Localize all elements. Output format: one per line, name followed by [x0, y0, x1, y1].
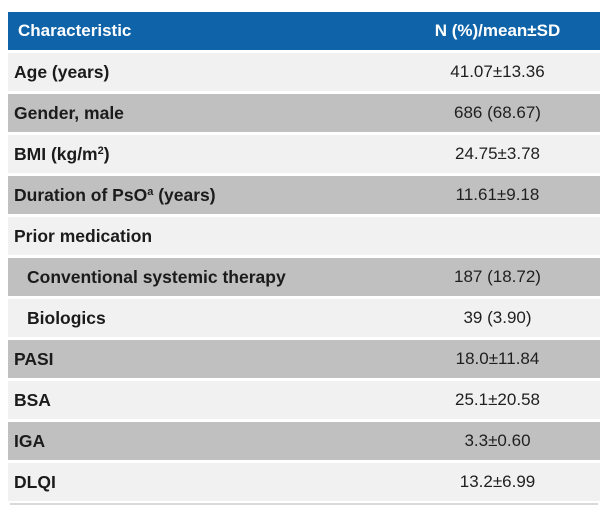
row-label-text: PASI [14, 348, 54, 369]
row-label-text-after: (years) [153, 184, 216, 205]
row-label-text: Biologics [27, 307, 106, 328]
row-value: 41.07±13.36 [450, 62, 545, 81]
table-row-prior-medication: Prior medication [8, 217, 600, 255]
table-row-conventional-systemic-therapy: Conventional systemic therapy 187 (18.72… [8, 258, 600, 296]
row-label: Age (years) [8, 62, 395, 83]
row-value: 686 (68.67) [454, 103, 541, 122]
row-label-text: Prior medication [14, 225, 153, 246]
row-value: 3.3±0.60 [464, 431, 531, 450]
row-value: 187 (18.72) [454, 267, 541, 286]
row-label: Conventional systemic therapy [8, 267, 395, 288]
table-row-dlqi: DLQI 13.2±6.99 [8, 463, 600, 501]
row-label-text: Gender, male [14, 102, 124, 123]
row-label-text: IGA [14, 430, 46, 451]
table-row-biologics: Biologics 39 (3.90) [8, 299, 600, 337]
row-label: Gender, male [8, 103, 395, 124]
row-label: Duration of PsOa (years) [8, 185, 395, 206]
row-label-text: Duration of PsO [14, 184, 148, 205]
table-row-gender: Gender, male 686 (68.67) [8, 94, 600, 132]
row-label: IGA [8, 431, 395, 452]
table-row-bmi: BMI (kg/m2) 24.75±3.78 [8, 135, 600, 173]
row-label-text: BSA [14, 389, 51, 410]
characteristics-table: Characteristic N (%)/mean±SD Age (years)… [8, 12, 600, 501]
row-label: BSA [8, 390, 395, 411]
row-value: 11.61±9.18 [455, 185, 540, 204]
row-label-text: DLQI [14, 471, 56, 492]
table-row-age: Age (years) 41.07±13.36 [8, 53, 600, 91]
row-label: Biologics [8, 308, 395, 329]
row-label-text-after: ) [103, 143, 110, 164]
table-row-pasi: PASI 18.0±11.84 [8, 340, 600, 378]
row-label-superscript: a [147, 185, 154, 198]
table-bottom-rule [10, 503, 598, 505]
row-label-superscript: 2 [97, 144, 104, 157]
header-n-percent-mean-sd: N (%)/mean±SD [434, 21, 561, 40]
row-label: BMI (kg/m2) [8, 144, 395, 165]
row-label: DLQI [8, 472, 395, 493]
row-value: 18.0±11.84 [455, 349, 540, 368]
row-label: PASI [8, 349, 395, 370]
row-value: 13.2±6.99 [459, 472, 536, 491]
row-label-text: Age (years) [14, 61, 110, 82]
table-row-iga: IGA 3.3±0.60 [8, 422, 600, 460]
table-header-row: Characteristic N (%)/mean±SD [8, 12, 600, 50]
row-value: 39 (3.90) [463, 308, 532, 327]
header-characteristic: Characteristic [18, 21, 132, 40]
row-value: 25.1±20.58 [455, 390, 540, 409]
row-value: 24.75±3.78 [455, 144, 540, 163]
row-label-text: Conventional systemic therapy [27, 266, 286, 287]
row-label-text: BMI (kg/m [14, 143, 98, 164]
table-row-duration-pso: Duration of PsOa (years) 11.61±9.18 [8, 176, 600, 214]
table-row-bsa: BSA 25.1±20.58 [8, 381, 600, 419]
row-label: Prior medication [8, 226, 395, 247]
